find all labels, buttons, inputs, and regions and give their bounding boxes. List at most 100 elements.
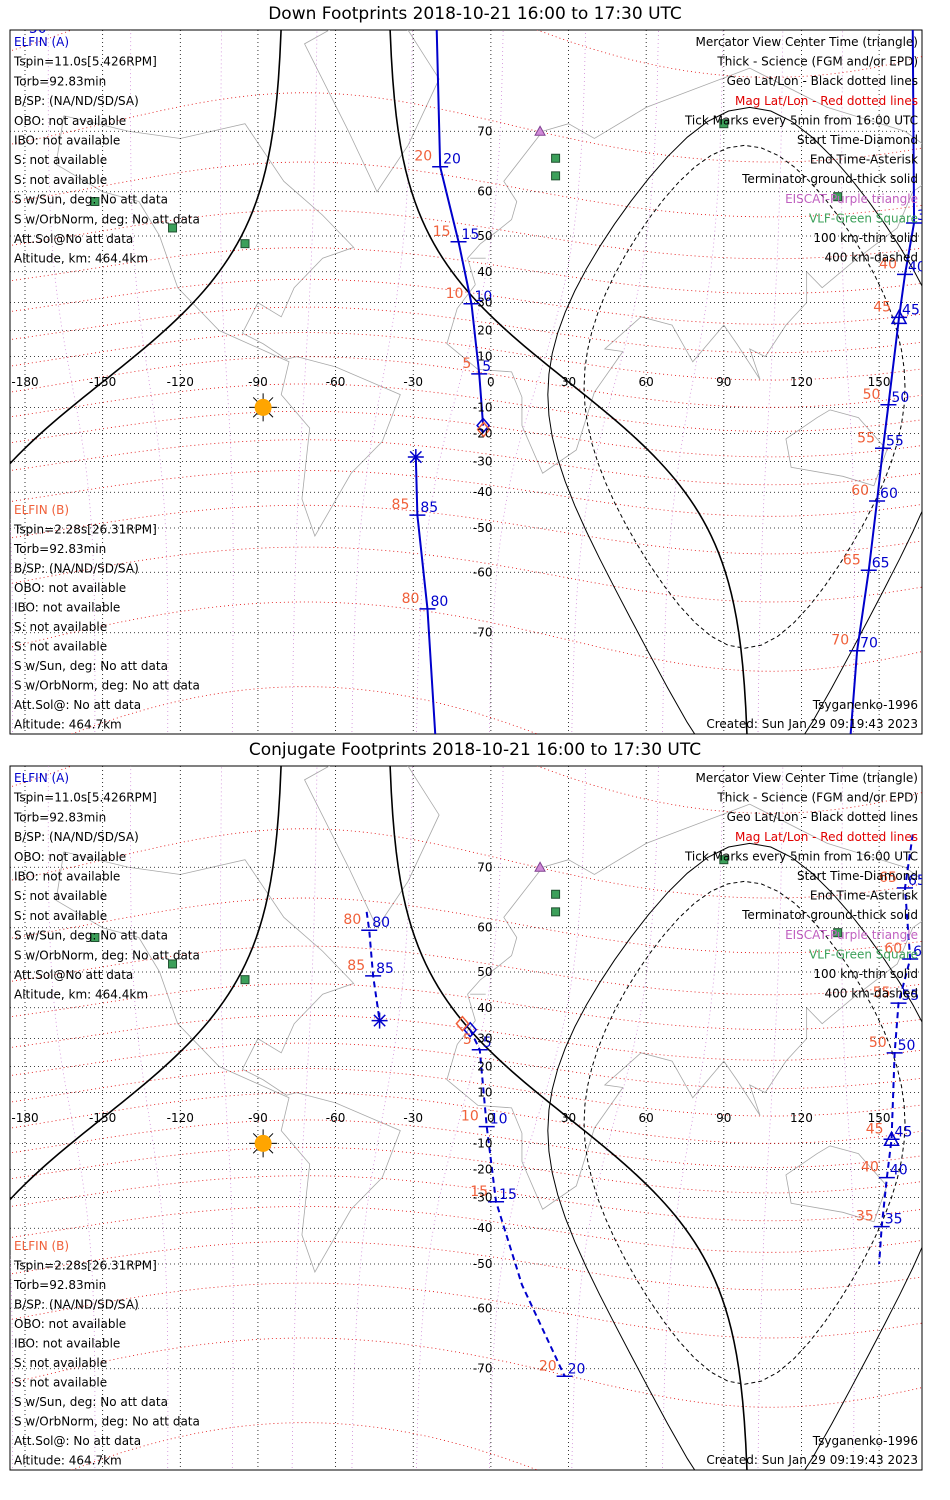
elfin-b-info-line: B/SP: (NA/ND/SD/SA) xyxy=(14,1298,139,1312)
elfin-b-info-line: Att.Sol@: No att data xyxy=(14,1434,141,1448)
track-time-label-blue: 5 xyxy=(482,359,491,375)
mag-meridian-line xyxy=(662,30,724,734)
elfin-b-info-line: B/SP: (NA/ND/SD/SA) xyxy=(14,562,139,576)
footprint-100km-thin xyxy=(547,842,922,1470)
track-time-label-blue: 65 xyxy=(908,873,926,889)
elfin-a-info-line: Torb=92.83min xyxy=(13,74,106,88)
legend-line: EISCAT-Purple triangle xyxy=(785,192,918,206)
footprint-100km-thin xyxy=(547,106,922,734)
terminator-west xyxy=(10,766,282,1201)
model-name: Tsyganenko-1996 xyxy=(812,1434,918,1448)
mag-meridian-line xyxy=(47,30,96,734)
track-time-label-orange: 15 xyxy=(433,224,451,240)
track-time-label-orange: 50 xyxy=(863,387,881,403)
lon-tick-label: -180 xyxy=(11,375,38,389)
lat-tick-label: 30 xyxy=(477,296,492,310)
lat-tick-label: -70 xyxy=(473,1362,493,1376)
lon-tick-label: -60 xyxy=(326,1111,346,1125)
sun-icon xyxy=(254,398,272,416)
lat-tick-label: -40 xyxy=(473,485,493,499)
elfin-a-info-line: S w/OrbNorm, deg: No att data xyxy=(14,212,200,226)
lon-tick-label: 120 xyxy=(790,1111,813,1125)
vlf-square-icon xyxy=(551,889,561,899)
mag-latitude-line xyxy=(11,546,922,603)
elfin-b-info-line: Torb=92.83min xyxy=(13,1278,106,1292)
lon-tick-label: -150 xyxy=(89,1111,116,1125)
lon-tick-label: 0 xyxy=(487,375,495,389)
legend-line: Mercator View Center Time (triangle) xyxy=(696,771,918,785)
elfin-a-info-line: B/SP: (NA/ND/SD/SA) xyxy=(14,830,139,844)
map-layer: 5510101515202065656060555550504545404035… xyxy=(10,766,931,1470)
track-time-label-blue: 80 xyxy=(372,915,390,931)
track-time-label-orange: 35 xyxy=(856,1209,874,1225)
lat-tick-label: 10 xyxy=(477,350,492,364)
mag-meridian-line xyxy=(662,766,724,1470)
vlf-square-icon xyxy=(551,907,561,917)
track-time-label-blue: 50 xyxy=(891,390,909,406)
legend-line: Thick - Science (FGM and/or EPD) xyxy=(716,55,918,69)
elfin-b-info-line: Altitude: 464.7km xyxy=(14,718,122,732)
corner-time-label: 50 xyxy=(29,21,47,37)
lon-tick-label: 90 xyxy=(716,375,731,389)
lon-tick-label: -180 xyxy=(11,1111,38,1125)
lon-tick-label: 30 xyxy=(561,375,576,389)
lat-tick-label: -20 xyxy=(473,1162,493,1176)
lat-tick-label: -30 xyxy=(473,454,493,468)
track-time-label-blue: 45 xyxy=(895,1124,913,1140)
elfin-a-heading: ELFIN (A) xyxy=(14,771,69,785)
coastline xyxy=(446,67,922,474)
track-time-label-blue: 20 xyxy=(443,152,461,168)
track-time-label-orange: 10 xyxy=(461,1109,479,1125)
model-name: Tsyganenko-1996 xyxy=(812,698,918,712)
lat-tick-label: -50 xyxy=(473,1257,493,1271)
lat-tick-label: 40 xyxy=(477,265,492,279)
start-diamond-b-icon xyxy=(476,421,491,438)
lat-tick-label: 30 xyxy=(477,1032,492,1046)
track-time-label-orange: 5 xyxy=(462,356,471,372)
mag-latitude-line xyxy=(70,686,539,734)
elfin-a-info-line: IBO: not available xyxy=(14,870,120,884)
elfin-a-info-line: IBO: not available xyxy=(14,134,120,148)
lon-tick-label: 120 xyxy=(790,375,813,389)
track-time-label-blue: 45 xyxy=(902,302,920,318)
legend-line: Tick Marks every 5min from 16:00 UTC xyxy=(684,849,918,863)
elfin-b-info-line: Tspin=2.28s[26.31RPM] xyxy=(13,1259,157,1273)
track-time-label-blue: 40 xyxy=(890,1163,908,1179)
elfin-a-info-line: B/SP: (NA/ND/SD/SA) xyxy=(14,94,139,108)
vlf-square-icon xyxy=(90,197,100,207)
lat-tick-label: -50 xyxy=(473,521,493,535)
track-time-label-blue: 60 xyxy=(913,944,931,960)
elfin-b-info-line: Altitude: 464.7km xyxy=(14,1454,122,1468)
elfin-a-info-line: Altitude, km: 464.4km xyxy=(14,988,148,1002)
start-diamond-icon xyxy=(476,417,491,434)
track-time-label-blue: 40 xyxy=(908,259,926,275)
vlf-square-icon xyxy=(833,192,843,202)
elfin-a-info-line: S w/Sun, deg: No att data xyxy=(14,193,168,207)
legend-line: Mag Lat/Lon - Red dotted lines xyxy=(735,830,918,844)
elfin-a-info-line: Att.Sol@No att data xyxy=(14,232,133,246)
legend-line: 100 km-thin solid xyxy=(813,967,918,981)
track-time-label-blue: 20 xyxy=(568,1361,586,1377)
elfin-a-info-line: Tspin=11.0s[5.426RPM] xyxy=(13,791,157,805)
lat-tick-label: 40 xyxy=(477,1001,492,1015)
coastline xyxy=(303,30,440,193)
lon-tick-label: 0 xyxy=(487,1111,495,1125)
track-time-label-orange: 20 xyxy=(539,1358,557,1374)
down-footprints-panel: 2020151510105540404545505055556060656570… xyxy=(9,21,926,735)
elfin-b-info-line: OBO: not available xyxy=(14,1317,126,1331)
elfin-b-info-line: S w/Sun, deg: No att data xyxy=(14,1395,168,1409)
lat-tick-label: 60 xyxy=(477,921,492,935)
elfin-a-info-line: S w/OrbNorm, deg: No att data xyxy=(14,948,200,962)
vlf-square-icon xyxy=(551,171,561,181)
terminator-east xyxy=(389,30,748,734)
legend-line: Tick Marks every 5min from 16:00 UTC xyxy=(684,113,918,127)
track-time-label-orange: 50 xyxy=(869,1035,887,1051)
vlf-square-icon xyxy=(719,119,729,129)
elfin-b-info-line: S: not available xyxy=(14,1356,107,1370)
legend-line: EISCAT-Purple triangle xyxy=(785,928,918,942)
track-time-label-blue: 85 xyxy=(420,500,438,516)
lon-tick-label: 150 xyxy=(868,375,891,389)
elfin-a-info-line: S: not available xyxy=(14,909,107,923)
eiscat-triangle-icon xyxy=(534,861,546,872)
track-time-label-blue: 65 xyxy=(872,555,890,571)
